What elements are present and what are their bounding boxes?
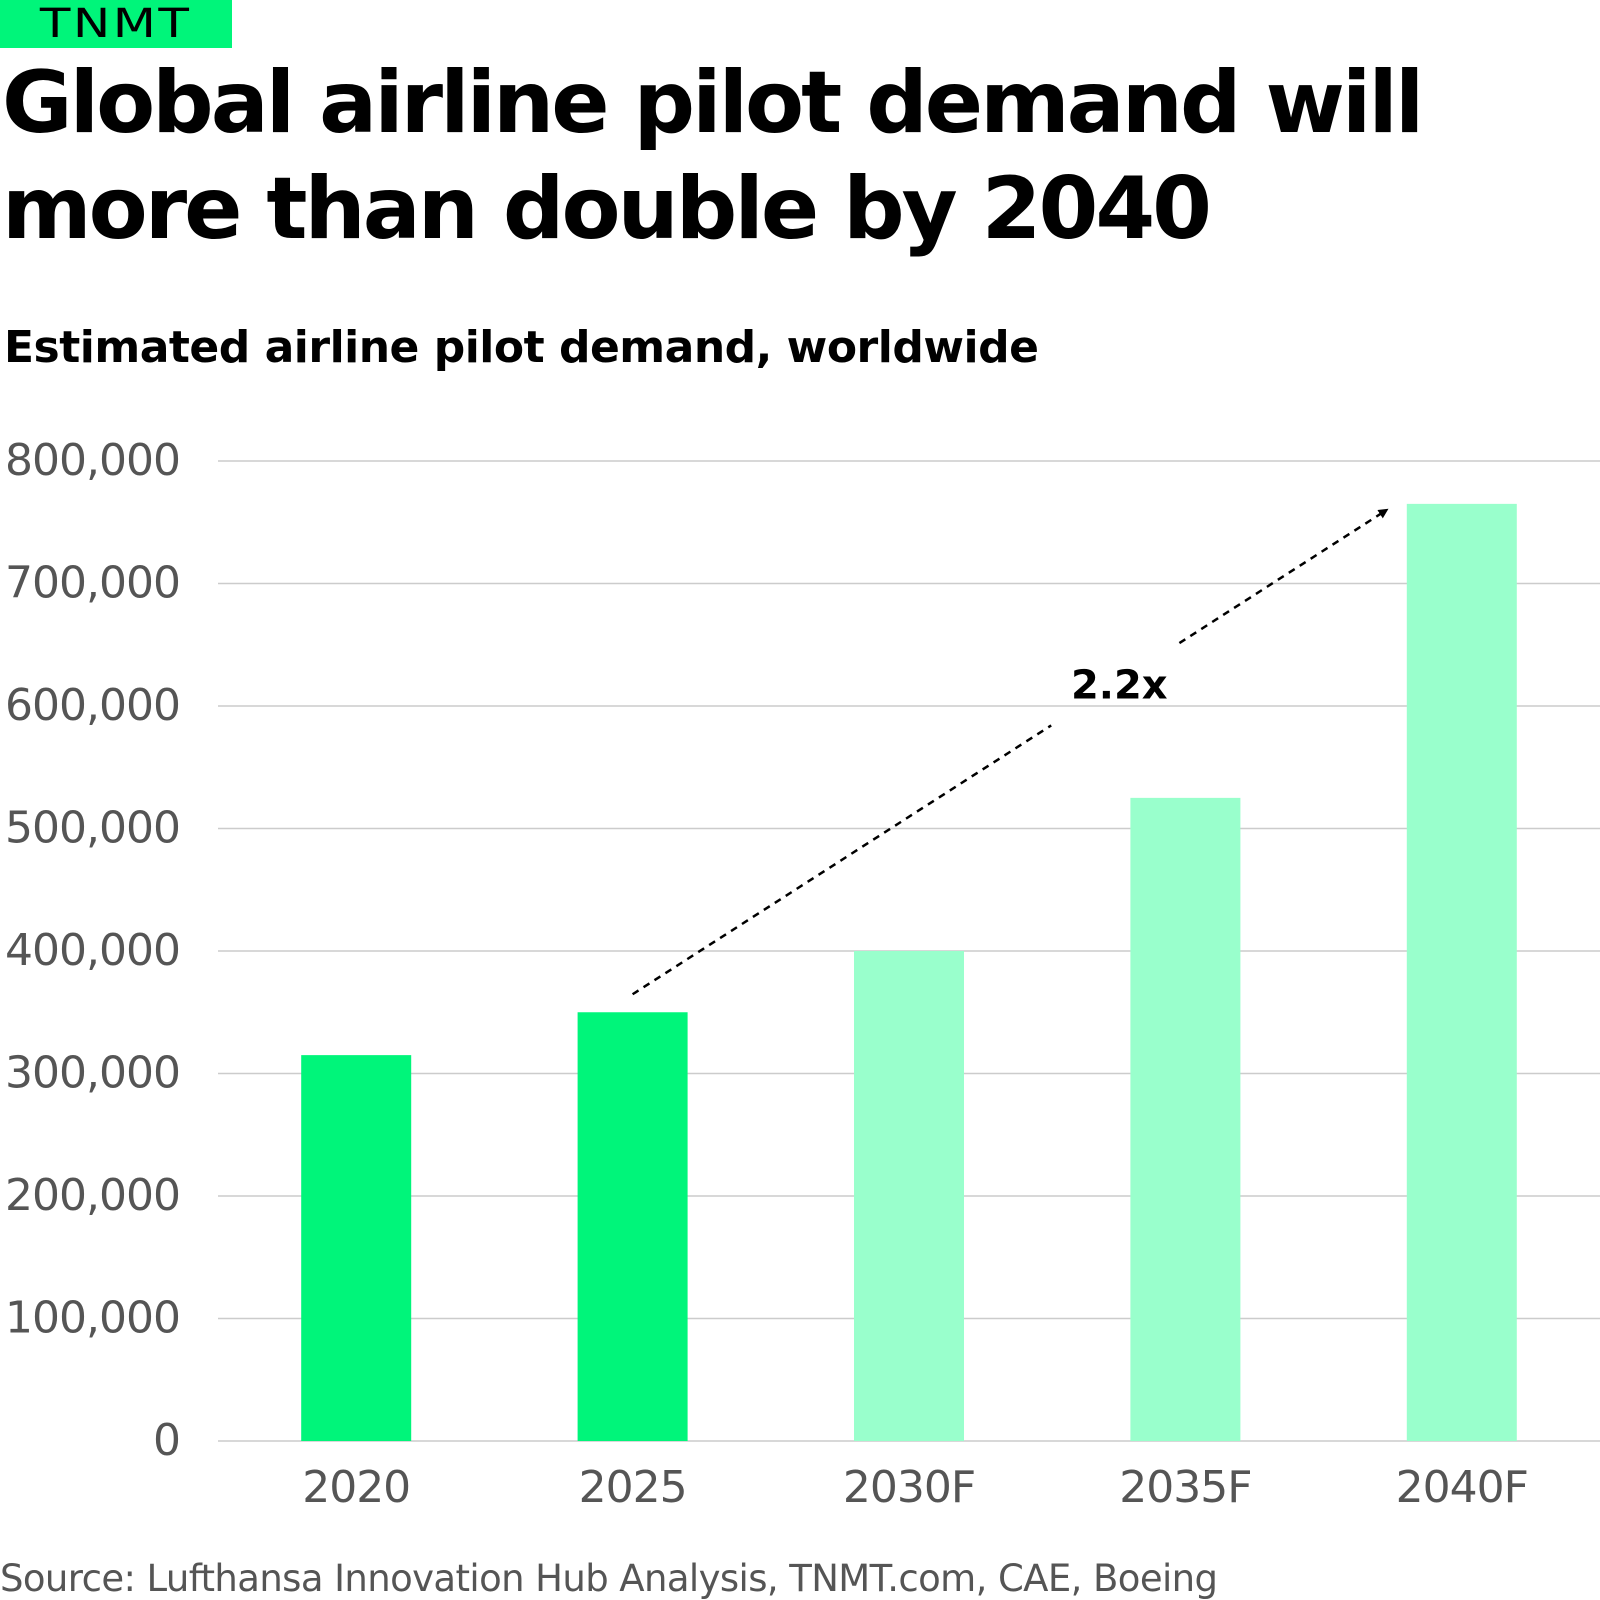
- annotation-arrow-head-line: [1178, 508, 1389, 645]
- bars: [301, 503, 1517, 1441]
- y-tick-label: 300,000: [5, 1048, 180, 1099]
- bar-chart: 0 100,000 200,000 300,000 400,000 500,000 600,…: [5, 435, 1600, 1513]
- chart-title: Global airline pilot demand will more th…: [2, 53, 1424, 259]
- y-axis-ticks: 0 100,000 200,000 300,000 400,000 500,000 600,…: [5, 435, 181, 1466]
- bar-2020: [301, 1055, 412, 1441]
- growth-annotation: 2.2x: [631, 508, 1389, 996]
- bar-2030F: [854, 951, 964, 1441]
- annotation-arrow-line: [631, 724, 1052, 996]
- y-tick-label: 500,000: [5, 803, 180, 854]
- x-tick-label: 2020: [302, 1462, 410, 1513]
- y-tick-label: 100,000: [5, 1293, 180, 1344]
- x-axis-ticks: 2020 2025 2030F 2035F 2040F: [302, 1462, 1529, 1513]
- y-tick-label: 800,000: [5, 435, 180, 486]
- x-tick-label: 2025: [579, 1462, 687, 1513]
- x-tick-label: 2030F: [843, 1462, 975, 1513]
- y-tick-label: 400,000: [5, 925, 180, 976]
- bar-2035F: [1130, 797, 1241, 1441]
- y-tick-label: 700,000: [5, 558, 180, 609]
- bar-2025: [577, 1012, 688, 1441]
- y-tick-label: 0: [153, 1415, 180, 1466]
- annotation-label: 2.2x: [1071, 662, 1168, 708]
- chart-subtitle: Estimated airline pilot demand, worldwid…: [4, 322, 1039, 373]
- y-tick-label: 200,000: [5, 1170, 180, 1221]
- y-tick-label: 600,000: [5, 680, 180, 731]
- brand-logo: TNMT: [0, 0, 232, 48]
- bar-2040F: [1406, 503, 1517, 1441]
- brand-logo-text: TNMT: [40, 1, 192, 47]
- x-tick-label: 2035F: [1119, 1462, 1251, 1513]
- source-note: Source: Lufthansa Innovation Hub Analysi…: [0, 1557, 1218, 1600]
- x-tick-label: 2040F: [1396, 1462, 1528, 1513]
